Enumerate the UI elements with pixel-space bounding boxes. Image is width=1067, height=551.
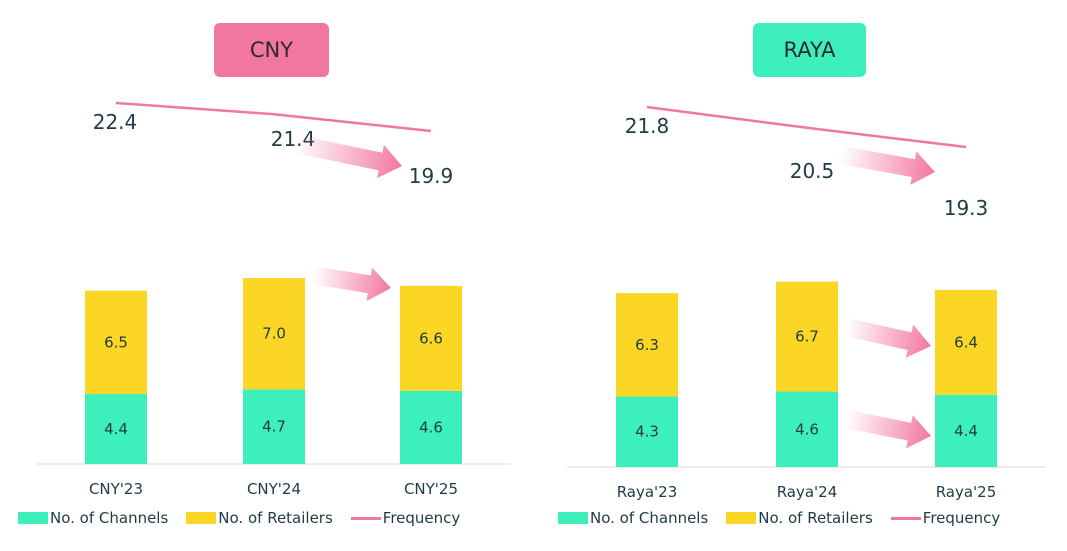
bar-retailers-label: 6.3 [635, 336, 659, 354]
bar-retailers [776, 281, 838, 392]
legend-retailers: No. of Retailers [186, 509, 333, 527]
bar-channels [400, 390, 462, 464]
bar-channels [616, 396, 678, 467]
legend-channels: No. of Channels [18, 509, 168, 527]
legend-frequency: Frequency [890, 509, 1001, 527]
bar-channels-label: 4.6 [795, 420, 819, 438]
bar-channels [935, 394, 997, 467]
bar-retailers [243, 277, 305, 390]
legend-retailers: No. of Retailers [726, 509, 873, 527]
bar-channels [85, 394, 147, 464]
category-tick-label: Raya'25 [936, 483, 997, 501]
category-tick-label: CNY'25 [404, 480, 458, 498]
legend-channels: No. of Channels [558, 509, 708, 527]
raya-legend: No. of Channels No. of Retailers Frequen… [558, 509, 1018, 527]
bar-channels [776, 391, 838, 467]
legend-channels-label: No. of Channels [590, 509, 709, 527]
legend-retailers-swatch [186, 512, 217, 524]
legend-channels-label: No. of Channels [50, 509, 169, 527]
legend-frequency-label: Frequency [922, 509, 1001, 527]
trend-arrow [311, 266, 391, 302]
bar-retailers [85, 290, 147, 395]
frequency-line [115, 101, 432, 133]
legend-retailers-label: No. of Retailers [218, 509, 333, 527]
bar-retailers-label: 6.4 [954, 333, 978, 351]
bar-retailers-label: 6.5 [104, 333, 128, 351]
bar-channels-label: 4.3 [635, 423, 659, 441]
bar-channels-label: 4.6 [419, 418, 443, 436]
trend-arrow [294, 135, 403, 179]
bar-channels-label: 4.4 [104, 420, 128, 438]
category-tick-label: CNY'24 [247, 480, 301, 498]
bar-retailers-label: 7.0 [262, 325, 286, 343]
frequency-value-label: 19.9 [409, 164, 454, 188]
bar-channels [243, 389, 305, 464]
legend-retailers-swatch [726, 512, 757, 524]
raya-chart: 4.3 6.3 Raya'23 4.6 6.7 Raya'24 4.4 6.4 Raya'25 2… [567, 105, 1046, 501]
legend-channels-swatch [18, 512, 48, 524]
raya-title-pill: RAYA [753, 23, 866, 77]
legend-frequency-swatch [350, 516, 381, 520]
category-tick-label: Raya'24 [777, 483, 838, 501]
legend-frequency-label: Frequency [382, 509, 461, 527]
cny-panel: CNY 4.4 6.5 CNY'23 4.7 7.0 CNY'24 4.6 6.6 CNY'25… [0, 0, 533, 551]
frequency-value-label: 19.3 [944, 196, 989, 220]
bar-retailers-label: 6.6 [419, 329, 443, 347]
bar-retailers [616, 293, 678, 397]
frequency-value-label: 20.5 [790, 159, 835, 183]
cny-title: CNY [249, 38, 294, 62]
cny-title-pill: CNY [214, 23, 329, 77]
raya-panel: RAYA 4.3 6.3 Raya'23 4.6 6.7 Raya'24 4.4 6.4 Ray… [533, 0, 1066, 551]
category-tick-label: Raya'23 [617, 483, 678, 501]
legend-frequency: Frequency [350, 509, 461, 527]
raya-title: RAYA [783, 38, 836, 62]
cny-legend: No. of Channels No. of Retailers Frequen… [18, 509, 478, 527]
trend-arrow [844, 410, 932, 449]
bar-channels-label: 4.4 [954, 422, 978, 440]
frequency-value-label: 22.4 [93, 110, 138, 134]
frequency-value-label: 21.8 [625, 114, 670, 138]
trend-arrow [844, 318, 932, 358]
legend-channels-swatch [558, 512, 588, 524]
bar-retailers [935, 289, 997, 395]
legend-retailers-label: No. of Retailers [758, 509, 873, 527]
category-tick-label: CNY'23 [89, 480, 143, 498]
frequency-line [646, 105, 967, 149]
trend-arrow [839, 146, 935, 185]
bar-retailers [400, 285, 462, 391]
legend-frequency-swatch [890, 516, 921, 520]
bar-channels-label: 4.7 [262, 418, 286, 436]
bar-retailers-label: 6.7 [795, 328, 819, 346]
cny-chart: 4.4 6.5 CNY'23 4.7 7.0 CNY'24 4.6 6.6 CNY'25 22.4… [37, 101, 510, 498]
